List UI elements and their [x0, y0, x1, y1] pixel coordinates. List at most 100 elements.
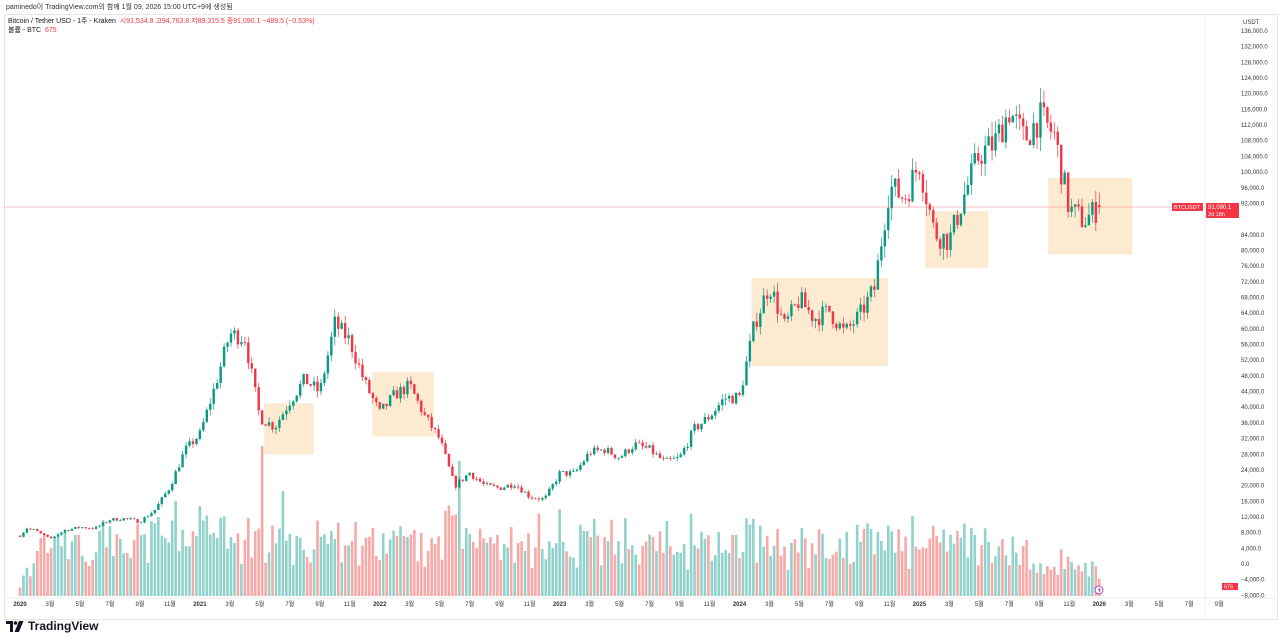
lightning-icon — [1097, 587, 1101, 593]
candle-body — [171, 484, 174, 491]
price-tick-label: 12,000.0 — [1241, 515, 1265, 521]
candle-body — [298, 384, 302, 396]
volume-label[interactable]: 볼륨 - BTC — [8, 27, 42, 34]
brand-name: TradingView — [28, 619, 99, 633]
candle-body — [987, 136, 990, 146]
candle-body — [433, 427, 437, 430]
candle-body — [513, 486, 516, 488]
candle-body — [146, 516, 150, 518]
candle-body — [399, 387, 402, 399]
candle-body — [755, 321, 759, 327]
price-tick-label: −8,000.0 — [1241, 593, 1265, 599]
volume-bar — [77, 534, 81, 596]
volume-bar — [416, 561, 420, 596]
candle-body — [451, 466, 454, 476]
time-tick-label: 7월 — [465, 600, 474, 608]
volume-bar — [973, 534, 977, 596]
symbol-title[interactable]: Bitcoin / Tether USD - 1주 - Kraken — [8, 18, 116, 25]
time-tick-label: 9월 — [1215, 600, 1224, 608]
candle-body — [980, 160, 983, 164]
candle-body — [724, 398, 727, 400]
price-chart[interactable]: USDT 136,000.0 132,000.0 128,000.0 124,000.0… — [0, 0, 1280, 620]
volume-bar — [814, 554, 817, 596]
candle-body — [485, 483, 489, 484]
candle-body — [371, 393, 375, 399]
candle-body — [506, 484, 509, 488]
volume-bar — [1056, 574, 1060, 596]
candle-body — [18, 535, 22, 537]
candle-body — [112, 518, 115, 521]
volume-bar — [904, 536, 907, 596]
volume-bar — [229, 537, 233, 596]
volume-bar — [641, 546, 644, 596]
volume-bar — [316, 520, 319, 596]
volume-bar — [779, 555, 783, 596]
price-tick-label: 84,000.0 — [1241, 233, 1265, 239]
candle-body — [343, 322, 347, 339]
volume-bar — [174, 501, 177, 596]
volume-bar — [831, 554, 835, 596]
volume-bar — [222, 516, 226, 596]
candle-body — [1056, 131, 1059, 145]
tradingview-logo: TradingView — [6, 619, 98, 633]
candle-body — [413, 384, 416, 394]
candle-body — [105, 522, 108, 524]
candle-body — [36, 529, 39, 532]
volume-bar — [409, 534, 413, 596]
volume-bar — [375, 555, 378, 596]
candle-body — [669, 457, 672, 459]
candle-body — [160, 497, 164, 504]
time-tick-label: 11월 — [524, 600, 536, 608]
candle-body — [22, 532, 25, 537]
volume-bar — [738, 558, 741, 596]
candle-body — [983, 145, 987, 164]
volume-bar — [35, 550, 39, 596]
candle-body — [222, 346, 226, 367]
candle-body — [527, 491, 530, 498]
candle-body — [548, 488, 551, 496]
candle-body — [745, 361, 748, 386]
candle-body — [174, 471, 177, 485]
volume-bar — [478, 528, 482, 596]
volume-bar — [340, 562, 344, 596]
candle-body — [938, 239, 942, 249]
time-tick-label: 5월 — [76, 600, 85, 608]
candle-body — [503, 487, 506, 490]
symbol-tag — [1172, 203, 1203, 212]
volume-bar — [153, 523, 157, 596]
volume-bar — [655, 551, 658, 596]
candle-body — [136, 519, 139, 523]
volume-bar — [25, 567, 29, 596]
volume-bar — [1042, 574, 1046, 596]
price-tick-label: 116,000.0 — [1241, 107, 1268, 113]
candle-body — [520, 487, 523, 493]
volume-bar — [112, 556, 115, 596]
volume-bar — [568, 556, 572, 596]
volume-bar — [637, 564, 641, 596]
candle-body — [672, 458, 675, 459]
candle-body — [98, 525, 101, 527]
candle-body — [516, 486, 520, 488]
candle-body — [721, 399, 724, 406]
time-tick-label: 9월 — [1035, 600, 1044, 608]
volume-bar — [461, 548, 465, 596]
candle-body — [326, 355, 330, 374]
volume-bar — [606, 541, 610, 596]
candle-body — [866, 296, 869, 313]
volume-bar — [458, 461, 461, 596]
volume-bar — [475, 547, 478, 596]
candle-body — [385, 403, 388, 406]
candle-body — [229, 333, 233, 343]
volume-bar — [575, 567, 579, 596]
price-tick-label: 64,000.0 — [1241, 311, 1265, 317]
candle-body — [91, 528, 94, 530]
volume-bar — [32, 563, 36, 596]
volume-bar — [748, 524, 752, 596]
volume-bar — [160, 535, 164, 596]
candle-body — [212, 388, 215, 404]
candle-body — [575, 469, 579, 471]
candle-body — [911, 169, 914, 202]
candle-body — [734, 392, 738, 404]
candle-body — [997, 124, 1001, 134]
volume-bar — [489, 537, 492, 596]
